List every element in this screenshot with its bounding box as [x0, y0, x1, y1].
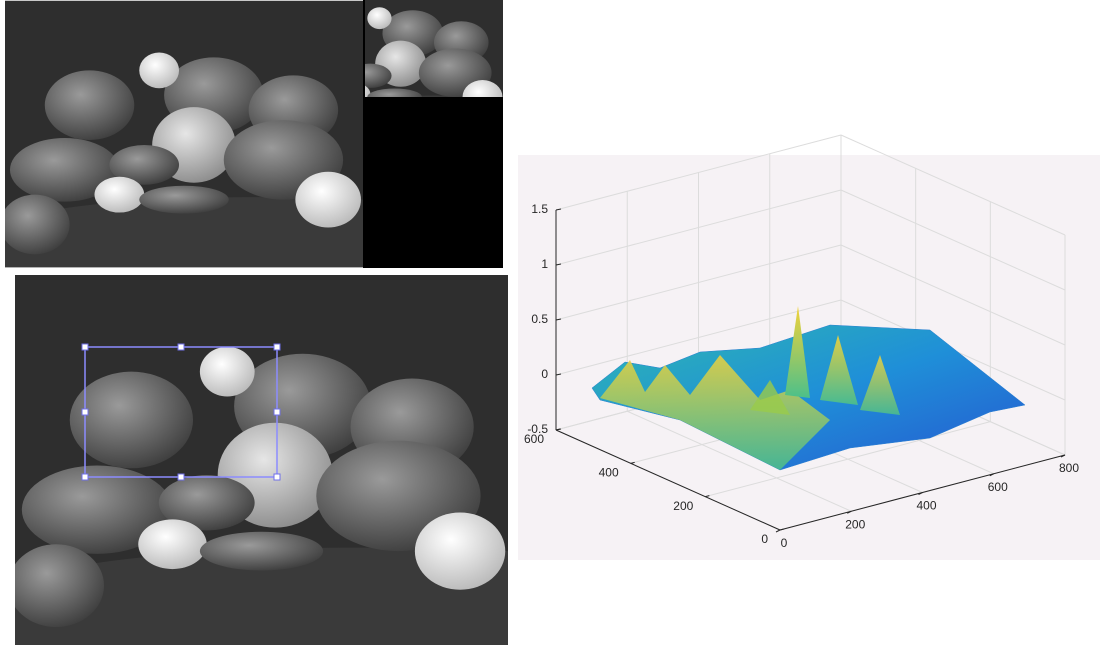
page: 02004006008000200400600-0.500.511.5 (() …: [0, 0, 1100, 646]
x-tick-label: 200: [845, 517, 865, 531]
y-tick-label: 400: [599, 466, 619, 480]
x-tick-label: 0: [781, 536, 788, 550]
x-tick-label: 600: [988, 480, 1008, 494]
x-tick-label: 800: [1059, 461, 1079, 475]
y-tick-label: 0: [761, 532, 768, 546]
z-tick-label: 1: [541, 257, 548, 271]
x-tick-label: 400: [916, 499, 936, 513]
z-tick-label: 0: [541, 367, 548, 381]
screenshot: 02004006008000200400600-0.500.511.5: [0, 0, 1100, 646]
selection-image: [8, 275, 508, 645]
y-tick-label: 200: [673, 499, 693, 513]
source-image: [0, 0, 504, 268]
z-tick-label: 1.5: [531, 202, 548, 216]
z-tick-label: 0.5: [531, 312, 548, 326]
z-tick-label: -0.5: [527, 422, 548, 436]
